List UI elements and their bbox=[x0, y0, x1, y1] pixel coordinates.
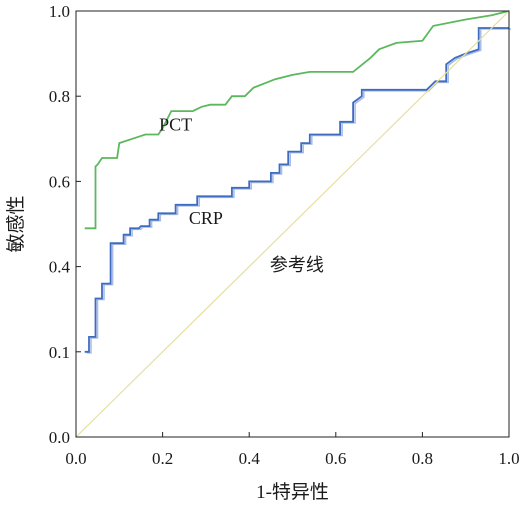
y-tick-label: 0.8 bbox=[49, 87, 70, 106]
series-reference-line bbox=[75, 10, 510, 438]
y-tick-label: 0.4 bbox=[49, 258, 71, 277]
axes-layer: 0.0 0.2 0.4 0.6 0.8 1.0 0.0 0.1 0.4 0.6 0.8 1.0 bbox=[49, 2, 520, 468]
series-layer bbox=[75, 10, 511, 438]
y-tick-label: 1.0 bbox=[49, 2, 70, 21]
y-tick-label: 0.6 bbox=[49, 172, 70, 191]
y-axis-title: 敏感性 bbox=[5, 195, 27, 252]
plot-frame bbox=[75, 10, 510, 438]
series-pct-line bbox=[84, 10, 510, 230]
series-crp-shadow bbox=[86, 28, 511, 354]
x-tick-label: 0.4 bbox=[239, 449, 261, 468]
y-tick-label: 0.1 bbox=[49, 343, 70, 362]
y-tick-label: 0.0 bbox=[49, 428, 70, 447]
x-tick-label: 0.2 bbox=[152, 449, 173, 468]
x-tick-label: 0.6 bbox=[325, 449, 346, 468]
x-tick-label: 0.8 bbox=[412, 449, 433, 468]
series-crp-line bbox=[84, 27, 509, 353]
x-tick-label: 1.0 bbox=[498, 449, 519, 468]
series-label-pct: PCT bbox=[159, 114, 192, 134]
series-label-crp: CRP bbox=[189, 208, 223, 228]
series-label-reference: 参考线 bbox=[270, 255, 324, 275]
labels-layer: PCT CRP 参考线 bbox=[159, 114, 324, 275]
x-axis-title: 1-特异性 bbox=[256, 481, 329, 503]
x-tick-label: 0.0 bbox=[65, 449, 86, 468]
